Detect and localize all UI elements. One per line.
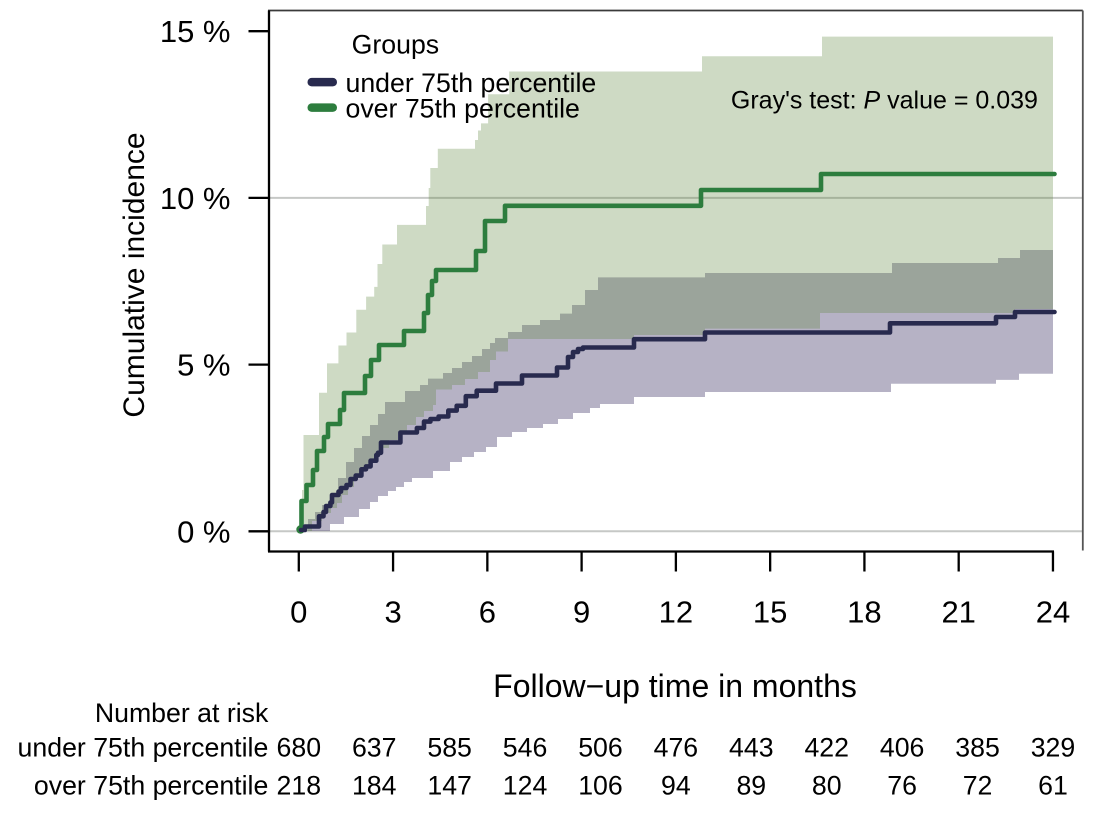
svg-text:over 75th percentile: over 75th percentile xyxy=(34,770,268,800)
svg-text:0 %: 0 % xyxy=(177,514,230,549)
svg-text:12: 12 xyxy=(659,595,693,630)
svg-text:329: 329 xyxy=(1031,733,1076,763)
svg-text:147: 147 xyxy=(427,770,472,800)
svg-text:637: 637 xyxy=(352,733,397,763)
svg-text:506: 506 xyxy=(578,733,623,763)
svg-text:385: 385 xyxy=(955,733,1000,763)
svg-text:5 %: 5 % xyxy=(177,348,230,383)
svg-text:680: 680 xyxy=(277,733,322,763)
svg-text:80: 80 xyxy=(812,770,842,800)
svg-text:422: 422 xyxy=(804,733,849,763)
svg-text:24: 24 xyxy=(1036,595,1070,630)
svg-text:61: 61 xyxy=(1038,770,1068,800)
svg-text:21: 21 xyxy=(941,595,975,630)
svg-text:72: 72 xyxy=(963,770,993,800)
svg-text:under 75th percentile: under 75th percentile xyxy=(18,733,269,763)
svg-text:218: 218 xyxy=(277,770,322,800)
svg-text:Groups: Groups xyxy=(352,30,440,60)
svg-text:94: 94 xyxy=(661,770,691,800)
svg-text:18: 18 xyxy=(847,595,881,630)
svg-text:under 75th percentile: under 75th percentile xyxy=(346,68,597,98)
svg-text:Follow−up time in months: Follow−up time in months xyxy=(493,668,857,704)
svg-text:Gray's test: P value = 0.039: Gray's test: P value = 0.039 xyxy=(731,87,1038,115)
svg-text:106: 106 xyxy=(578,770,623,800)
svg-text:546: 546 xyxy=(503,733,548,763)
svg-text:76: 76 xyxy=(887,770,917,800)
svg-text:10 %: 10 % xyxy=(160,181,231,216)
svg-text:3: 3 xyxy=(384,595,401,630)
svg-text:476: 476 xyxy=(654,733,699,763)
svg-text:89: 89 xyxy=(736,770,766,800)
svg-text:9: 9 xyxy=(573,595,590,630)
svg-text:0: 0 xyxy=(290,595,307,630)
svg-text:15: 15 xyxy=(753,595,787,630)
svg-text:Cumulative incidence: Cumulative incidence xyxy=(118,132,151,417)
svg-text:184: 184 xyxy=(352,770,397,800)
svg-text:15 %: 15 % xyxy=(160,14,231,49)
svg-text:Number at risk: Number at risk xyxy=(95,698,269,728)
svg-text:124: 124 xyxy=(503,770,548,800)
svg-text:585: 585 xyxy=(427,733,472,763)
svg-text:6: 6 xyxy=(479,595,496,630)
svg-text:over 75th percentile: over 75th percentile xyxy=(346,94,580,124)
svg-text:406: 406 xyxy=(880,733,925,763)
svg-text:443: 443 xyxy=(729,733,774,763)
